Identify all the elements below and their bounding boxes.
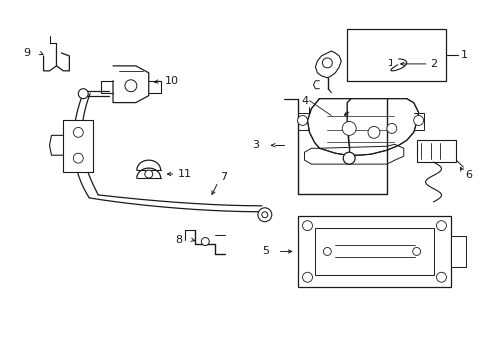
Circle shape bbox=[257, 208, 271, 222]
Circle shape bbox=[73, 127, 83, 137]
Circle shape bbox=[367, 126, 379, 138]
Bar bbox=[63, 121, 93, 172]
Text: 4: 4 bbox=[301, 96, 308, 105]
Polygon shape bbox=[307, 99, 418, 155]
Circle shape bbox=[412, 247, 420, 255]
Bar bbox=[297, 216, 450, 287]
Polygon shape bbox=[315, 51, 341, 78]
Bar bbox=[346, 29, 446, 81]
Circle shape bbox=[386, 123, 396, 133]
Circle shape bbox=[78, 89, 88, 99]
Circle shape bbox=[124, 80, 137, 92]
Circle shape bbox=[297, 116, 307, 125]
Circle shape bbox=[436, 221, 446, 231]
Circle shape bbox=[144, 170, 152, 178]
Circle shape bbox=[342, 121, 355, 135]
Text: 7: 7 bbox=[220, 172, 227, 182]
Text: 6: 6 bbox=[464, 170, 471, 180]
Text: 9: 9 bbox=[24, 48, 31, 58]
Circle shape bbox=[343, 152, 354, 164]
Circle shape bbox=[73, 153, 83, 163]
Circle shape bbox=[302, 221, 312, 231]
Circle shape bbox=[302, 272, 312, 282]
Circle shape bbox=[413, 116, 423, 125]
Circle shape bbox=[323, 247, 331, 255]
Circle shape bbox=[436, 272, 446, 282]
Circle shape bbox=[201, 238, 209, 246]
Text: 1: 1 bbox=[460, 50, 468, 60]
Bar bbox=[450, 235, 466, 267]
Circle shape bbox=[322, 58, 332, 68]
Text: 2: 2 bbox=[429, 59, 437, 69]
Text: 8: 8 bbox=[175, 234, 183, 244]
Text: 10: 10 bbox=[164, 76, 178, 86]
Text: 3: 3 bbox=[251, 140, 259, 150]
Text: 5: 5 bbox=[262, 247, 268, 256]
Circle shape bbox=[262, 212, 267, 218]
Bar bbox=[416, 140, 455, 162]
Bar bbox=[315, 228, 433, 275]
Text: 11: 11 bbox=[177, 169, 191, 179]
